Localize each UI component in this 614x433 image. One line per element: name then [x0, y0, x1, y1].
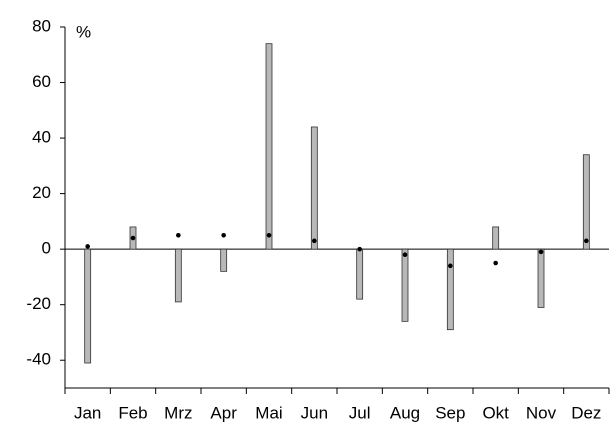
marker	[584, 238, 589, 244]
marker	[538, 249, 544, 255]
bar	[265, 43, 273, 250]
y-tick-label: 20	[32, 183, 51, 202]
x-tick-label: Nov	[526, 403, 557, 422]
x-tick-label: Dez	[571, 403, 601, 422]
bar	[401, 248, 409, 322]
bar	[220, 248, 228, 272]
marker	[357, 246, 362, 252]
y-tick-label: -20	[26, 294, 51, 313]
bar	[84, 248, 92, 364]
marker	[493, 260, 498, 266]
marker	[85, 244, 90, 249]
marker	[312, 238, 317, 244]
bar	[446, 248, 454, 331]
marker	[448, 263, 453, 269]
bar	[582, 154, 590, 250]
marker	[402, 252, 408, 258]
marker	[130, 235, 136, 241]
x-tick-label: Jan	[74, 403, 101, 422]
x-tick-label: Jun	[301, 403, 328, 422]
bar	[310, 126, 318, 250]
x-tick-label: Aug	[390, 403, 420, 422]
marker	[266, 232, 272, 238]
y-tick-label: 60	[32, 72, 51, 91]
bar	[537, 248, 545, 308]
x-tick-label: Feb	[118, 403, 147, 422]
y-tick-label: 0	[42, 239, 51, 258]
x-tick-label: Okt	[482, 403, 509, 422]
x-tick-label: Sep	[435, 403, 465, 422]
x-tick-label: Mrz	[164, 403, 192, 422]
bar	[174, 248, 182, 303]
x-tick-label: Apr	[210, 403, 237, 422]
bar	[356, 248, 364, 300]
marker	[221, 232, 226, 238]
y-tick-label: 80	[32, 16, 51, 35]
marker	[176, 232, 181, 238]
y-tick-label: 40	[32, 128, 51, 147]
x-tick-label: Mai	[255, 403, 282, 422]
bar	[492, 226, 500, 250]
y-tick-label: -40	[26, 350, 51, 369]
x-tick-label: Jul	[349, 403, 371, 422]
y-axis-label: %	[76, 22, 91, 41]
